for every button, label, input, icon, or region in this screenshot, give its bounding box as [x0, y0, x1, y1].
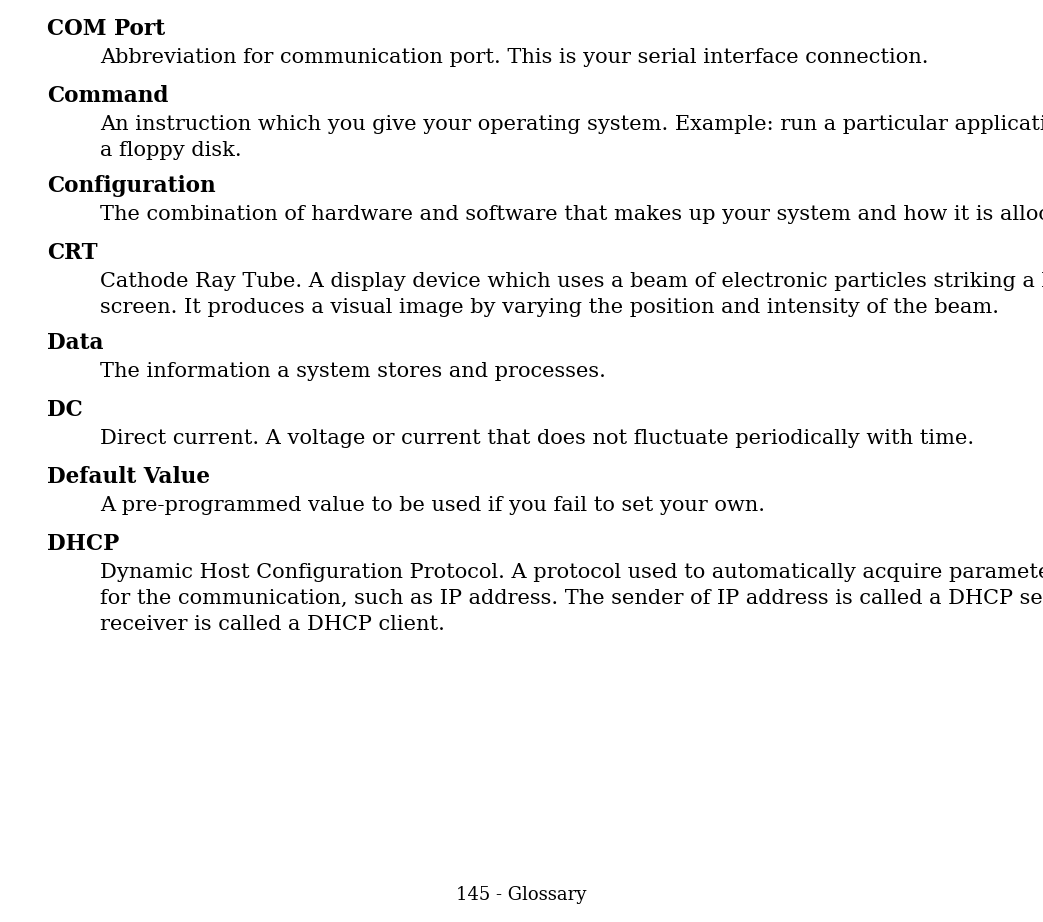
Text: Abbreviation for communication port. This is your serial interface connection.: Abbreviation for communication port. Thi… [100, 48, 928, 67]
Text: Default Value: Default Value [47, 466, 210, 488]
Text: A pre-programmed value to be used if you fail to set your own.: A pre-programmed value to be used if you… [100, 496, 765, 515]
Text: COM Port: COM Port [47, 18, 165, 40]
Text: 145 - Glossary: 145 - Glossary [457, 886, 586, 904]
Text: The information a system stores and processes.: The information a system stores and proc… [100, 362, 606, 381]
Text: Data: Data [47, 332, 103, 354]
Text: Direct current. A voltage or current that does not fluctuate periodically with t: Direct current. A voltage or current tha… [100, 429, 974, 448]
Text: The combination of hardware and software that makes up your system and how it is: The combination of hardware and software… [100, 205, 1043, 224]
Text: An instruction which you give your operating system. Example: run a particular a: An instruction which you give your opera… [100, 115, 1043, 160]
Text: Dynamic Host Configuration Protocol. A protocol used to automatically acquire pa: Dynamic Host Configuration Protocol. A p… [100, 563, 1043, 633]
Text: DHCP: DHCP [47, 533, 119, 555]
Text: DC: DC [47, 399, 82, 421]
Text: Command: Command [47, 85, 168, 107]
Text: Cathode Ray Tube. A display device which uses a beam of electronic particles str: Cathode Ray Tube. A display device which… [100, 272, 1043, 317]
Text: CRT: CRT [47, 242, 98, 264]
Text: Configuration: Configuration [47, 175, 216, 197]
